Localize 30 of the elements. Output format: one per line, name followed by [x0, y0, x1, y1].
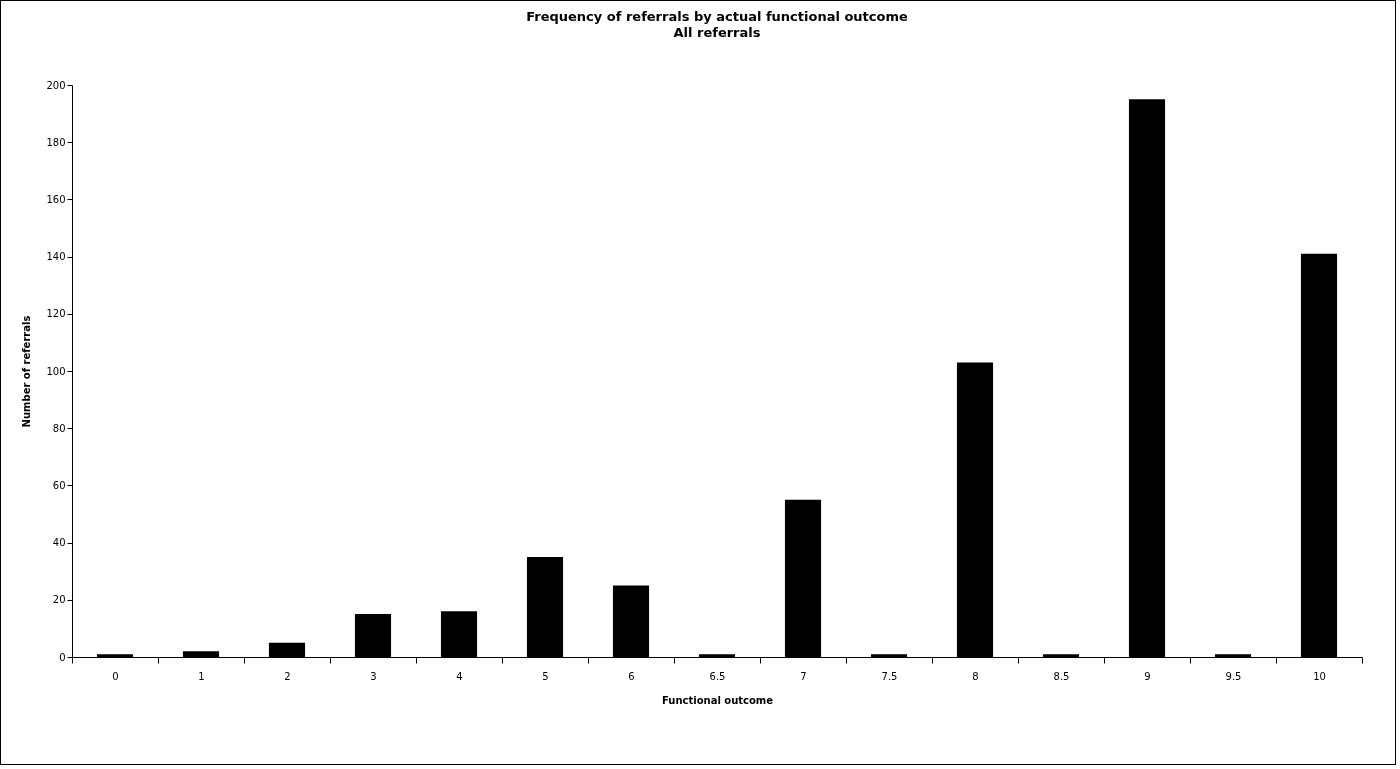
y-axis-title: Number of referrals	[21, 315, 33, 428]
x-tick-label: 0	[112, 670, 119, 682]
x-tick-label: 9	[1144, 670, 1151, 682]
x-tick-label: 6.5	[709, 670, 726, 682]
y-tick-label: 200	[46, 79, 66, 91]
x-tick-label: 7.5	[881, 670, 898, 682]
y-tick-label: 120	[46, 308, 66, 320]
y-tick-label: 100	[46, 365, 66, 377]
x-axis-title: Functional outcome	[661, 694, 774, 706]
x-tick-label: 2	[284, 670, 291, 682]
chart-title: Frequency of referrals by actual functional outcome	[526, 9, 908, 24]
x-tick-label: 3	[370, 670, 377, 682]
x-tick-label: 4	[456, 670, 463, 682]
x-tick-label: 5	[542, 670, 549, 682]
x-tick-label: 1	[198, 670, 205, 682]
x-tick-label: 7	[800, 670, 807, 682]
x-tick-label: 6	[628, 670, 635, 682]
y-tick-label: 40	[52, 537, 66, 549]
x-tick-label: 9.5	[1225, 670, 1242, 682]
chart-subtitle: All referrals	[673, 25, 761, 40]
y-tick-label: 60	[52, 479, 66, 491]
y-tick-label: 0	[59, 651, 66, 663]
x-tick-label: 8	[972, 670, 979, 682]
y-tick-label: 160	[46, 193, 66, 205]
y-tick-label: 20	[52, 594, 66, 606]
x-tick-label: 8.5	[1053, 670, 1070, 682]
y-tick-label: 140	[46, 251, 66, 263]
x-tick-label: 10	[1313, 670, 1326, 682]
y-tick-label: 180	[46, 136, 66, 148]
y-tick-label: 80	[52, 422, 66, 434]
